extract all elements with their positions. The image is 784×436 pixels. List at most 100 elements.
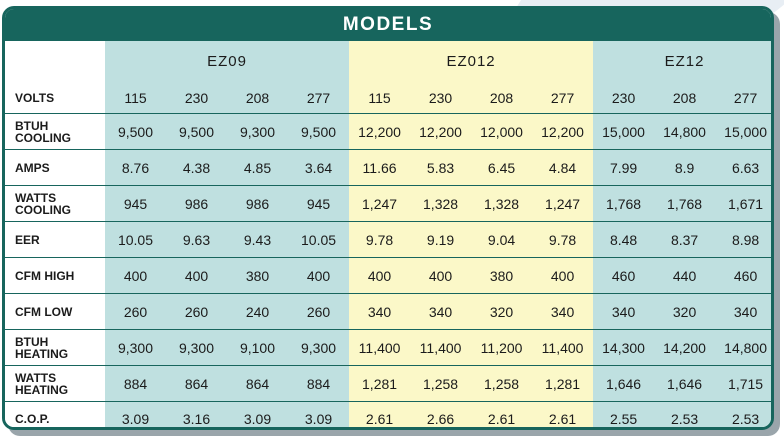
table-cell: 15,000 bbox=[715, 113, 771, 150]
row-label-volts: VOLTS bbox=[5, 82, 105, 114]
table-cell: 340 bbox=[532, 293, 594, 330]
volts-cell: 208 bbox=[227, 82, 288, 114]
model-group-ez09: EZ09 bbox=[105, 41, 350, 82]
table-row: AMPS 8.76 4.38 4.85 3.64 11.66 5.83 6.45 4.84 7.9… bbox=[5, 149, 771, 186]
row-label: WATTS HEATING bbox=[5, 365, 105, 402]
model-group-ez12: EZ12 bbox=[593, 41, 771, 82]
table-cell: 260 bbox=[288, 293, 350, 330]
table-cell: 380 bbox=[471, 257, 533, 294]
table-cell: 9.63 bbox=[166, 221, 227, 258]
table-cell: 400 bbox=[288, 257, 350, 294]
table-cell: 10.05 bbox=[105, 221, 166, 258]
table-cell: 7.99 bbox=[593, 149, 655, 186]
table-cell: 3.09 bbox=[227, 401, 288, 427]
table-cell: 1,258 bbox=[410, 365, 472, 402]
table-cell: 1,281 bbox=[349, 365, 411, 402]
table-cell: 400 bbox=[532, 257, 594, 294]
table-cell: 1,247 bbox=[349, 185, 411, 222]
volts-cell: 230 bbox=[166, 82, 227, 114]
table-cell: 2.55 bbox=[593, 401, 655, 427]
row-label-part: EER bbox=[15, 232, 40, 247]
table-cell: 9.19 bbox=[410, 221, 472, 258]
table-cell: 1,247 bbox=[532, 185, 594, 222]
table-cell: 945 bbox=[105, 185, 166, 222]
table-cell: 15,000 bbox=[593, 113, 655, 150]
table-cell: 2.53 bbox=[654, 401, 716, 427]
table-row: CFM HIGH 400 400 380 400 400 400 380 400 460 440 46… bbox=[5, 257, 771, 294]
table-cell: 460 bbox=[593, 257, 655, 294]
volts-cell: 115 bbox=[349, 82, 411, 114]
table-cell: 8.37 bbox=[654, 221, 716, 258]
table-cell: 3.64 bbox=[288, 149, 350, 186]
row-label-part: COOLING bbox=[15, 130, 71, 145]
table-cell: 1,768 bbox=[593, 185, 655, 222]
table-cell: 8.98 bbox=[715, 221, 771, 258]
table-cell: 260 bbox=[105, 293, 166, 330]
table-row: BTUH HEATING 9,300 9,300 9,100 9,300 11,400 11,… bbox=[5, 329, 771, 366]
table-cell: 864 bbox=[227, 365, 288, 402]
row-label: CFM LOW bbox=[5, 293, 105, 330]
table-cell: 2.61 bbox=[349, 401, 411, 427]
table-cell: 11,400 bbox=[349, 329, 411, 366]
table-cell: 4.38 bbox=[166, 149, 227, 186]
table-cell: 9,500 bbox=[288, 113, 350, 150]
table-cell: 1,328 bbox=[471, 185, 533, 222]
volts-cell: 208 bbox=[471, 82, 533, 114]
table-cell: 6.63 bbox=[715, 149, 771, 186]
table-cell: 986 bbox=[166, 185, 227, 222]
table-row: WATTS COOLING 945 986 986 945 1,247 1,328 1,328 1… bbox=[5, 185, 771, 222]
table-cell: 3.09 bbox=[288, 401, 350, 427]
row-label: BTUH HEATING bbox=[5, 329, 105, 366]
table-cell: 4.84 bbox=[532, 149, 594, 186]
table-cell: 8.9 bbox=[654, 149, 716, 186]
table-cell: 400 bbox=[105, 257, 166, 294]
row-label-part: BTUH bbox=[15, 118, 49, 133]
table-title: MODELS bbox=[5, 9, 771, 41]
table-cell: 3.16 bbox=[166, 401, 227, 427]
volts-row: VOLTS 115 230 208 277 115 230 208 277 230 208 277 bbox=[5, 82, 771, 114]
volts-cell: 115 bbox=[105, 82, 166, 114]
row-label-part: WATTS bbox=[15, 370, 57, 385]
table-cell: 340 bbox=[349, 293, 411, 330]
table-cell: 14,800 bbox=[654, 113, 716, 150]
table-cell: 8.48 bbox=[593, 221, 655, 258]
row-label-part: COOLING bbox=[15, 202, 71, 217]
table-cell: 12,200 bbox=[349, 113, 411, 150]
table-cell: 11,400 bbox=[532, 329, 594, 366]
table-cell: 14,800 bbox=[715, 329, 771, 366]
volts-cell: 277 bbox=[715, 82, 771, 114]
row-label-part: CFM HIGH bbox=[15, 268, 75, 283]
table-row: BTUH COOLING 9,500 9,500 9,300 9,500 12,200 12,… bbox=[5, 113, 771, 150]
table-cell: 864 bbox=[166, 365, 227, 402]
models-table-card: MODELS EZ09 EZ012 EZ12 VOLTS 115 230 208 27… bbox=[2, 6, 774, 430]
table-cell: 11,200 bbox=[471, 329, 533, 366]
table-cell: 6.45 bbox=[471, 149, 533, 186]
table-cell: 1,281 bbox=[532, 365, 594, 402]
table-cell: 9.43 bbox=[227, 221, 288, 258]
corner-cell bbox=[5, 41, 105, 82]
table-cell: 2.53 bbox=[715, 401, 771, 427]
table-cell: 884 bbox=[288, 365, 350, 402]
table-cell: 340 bbox=[715, 293, 771, 330]
row-label: EER bbox=[5, 221, 105, 258]
volts-cell: 230 bbox=[593, 82, 655, 114]
table-cell: 9,300 bbox=[166, 329, 227, 366]
table-cell: 320 bbox=[471, 293, 533, 330]
table-row: CFM LOW 260 260 240 260 340 340 320 340 340 320 340 bbox=[5, 293, 771, 330]
row-label-part: WATTS bbox=[15, 190, 57, 205]
volts-cell: 230 bbox=[410, 82, 472, 114]
volts-cell: 277 bbox=[532, 82, 594, 114]
table-row: EER 10.05 9.63 9.43 10.05 9.78 9.19 9.04 9.78 8.4… bbox=[5, 221, 771, 258]
table-cell: 400 bbox=[349, 257, 411, 294]
table-cell: 340 bbox=[410, 293, 472, 330]
row-label-part: CFM LOW bbox=[15, 304, 73, 319]
table-cell: 9,300 bbox=[288, 329, 350, 366]
table-cell: 1,715 bbox=[715, 365, 771, 402]
row-label: CFM HIGH bbox=[5, 257, 105, 294]
table-cell: 14,300 bbox=[593, 329, 655, 366]
model-group-row: EZ09 EZ012 EZ12 bbox=[5, 41, 771, 82]
table-cell: 9,300 bbox=[227, 113, 288, 150]
table-cell: 12,200 bbox=[410, 113, 472, 150]
row-label: BTUH COOLING bbox=[5, 113, 105, 150]
row-label: WATTS COOLING bbox=[5, 185, 105, 222]
